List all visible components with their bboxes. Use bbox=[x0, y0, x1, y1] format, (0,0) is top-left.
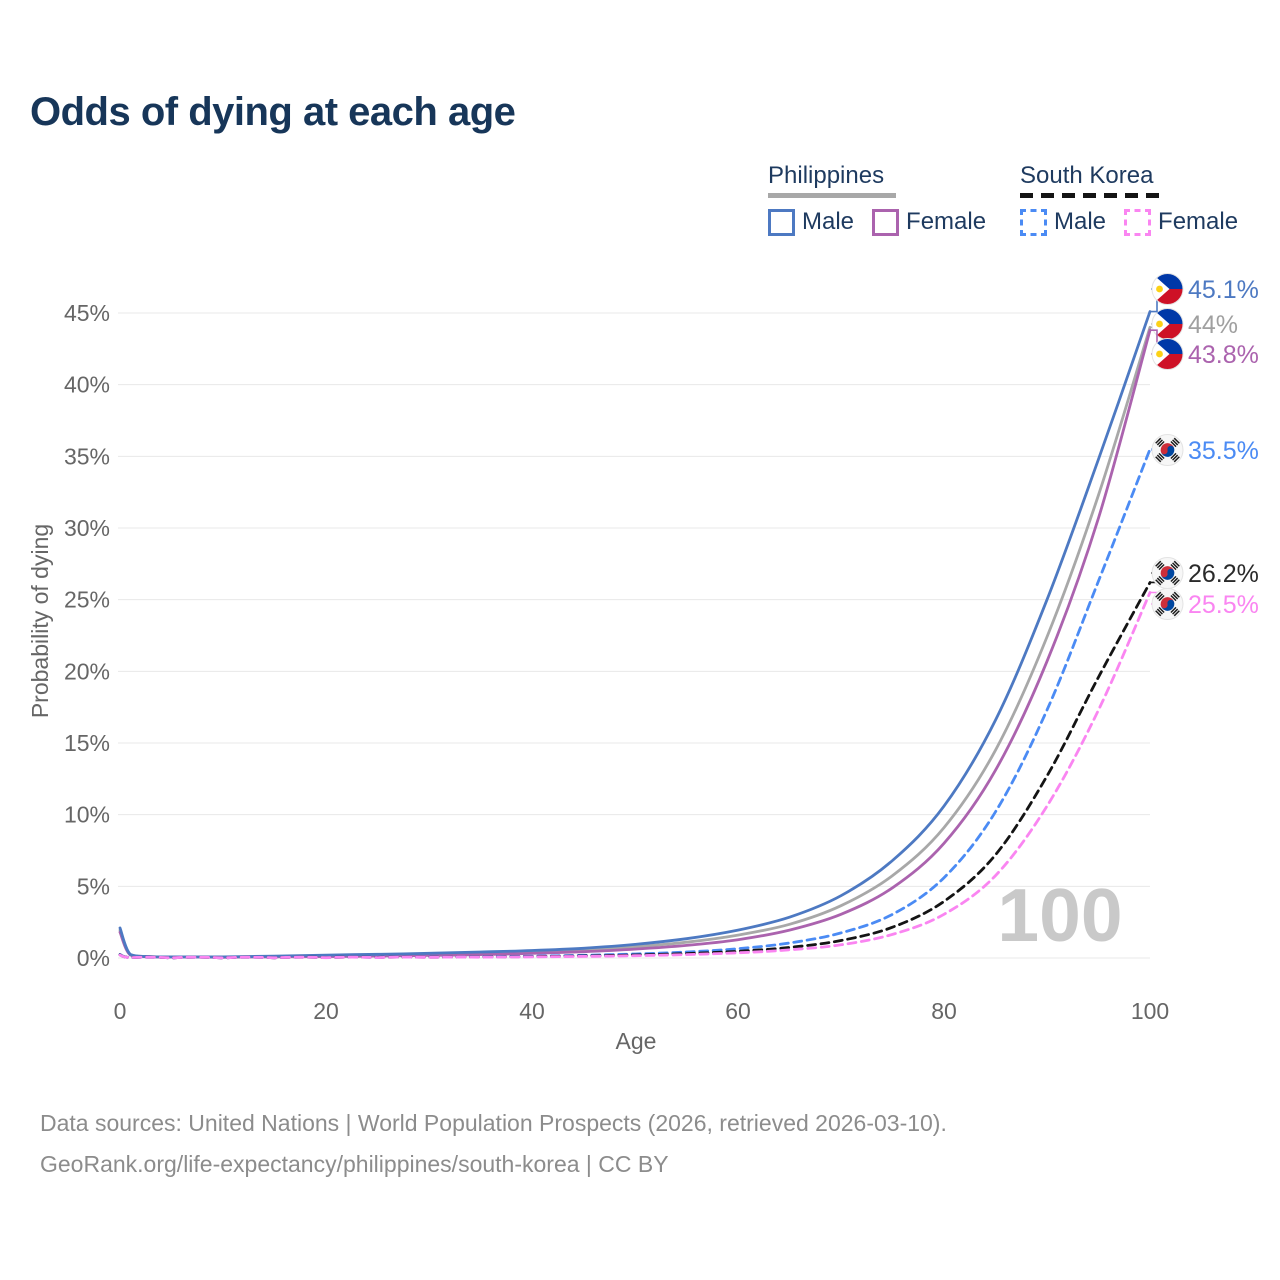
legend: Philippines Male Female South Korea Male bbox=[768, 162, 1238, 236]
data-sources-line: Data sources: United Nations | World Pop… bbox=[40, 1110, 947, 1136]
x-axis-title: Age bbox=[616, 1028, 657, 1054]
end-label-philippines-male: 45.1% bbox=[1188, 276, 1259, 304]
legend-items-south-korea: Male Female bbox=[1020, 208, 1238, 236]
legend-item-south-korea-male[interactable]: Male bbox=[1020, 208, 1106, 236]
flag-south-korea-all bbox=[1151, 557, 1184, 589]
line-south-korea-female bbox=[118, 591, 1152, 960]
line-philippines-all bbox=[118, 325, 1152, 959]
gridlines bbox=[118, 312, 1150, 959]
y-tick-label: 10% bbox=[64, 802, 110, 828]
y-tick-label: 25% bbox=[64, 587, 110, 613]
legend-country-south-korea: South Korea bbox=[1020, 162, 1154, 189]
x-tick-label: 60 bbox=[725, 998, 751, 1024]
south-korea-flag-icon bbox=[1151, 588, 1184, 620]
legend-item-philippines-female[interactable]: Female bbox=[872, 208, 986, 236]
legend-group-south-korea: South Korea Male Female bbox=[1020, 162, 1238, 236]
flag-south-korea-male bbox=[1151, 434, 1184, 466]
y-tick-label: 15% bbox=[64, 730, 110, 756]
end-annotations: 44%43.8% 45.1% 35.5% 26.2% 25.5% bbox=[1151, 273, 1259, 620]
line-philippines-female bbox=[118, 328, 1152, 959]
x-tick-label: 80 bbox=[931, 998, 957, 1024]
y-tick-label: 35% bbox=[64, 443, 110, 469]
series-lines bbox=[118, 310, 1152, 960]
south-korea-male-swatch-icon bbox=[1020, 208, 1047, 236]
philippines-flag-icon bbox=[1152, 338, 1183, 370]
flag-philippines-female bbox=[1151, 338, 1184, 370]
y-tick-label: 20% bbox=[64, 658, 110, 684]
flag-philippines-male bbox=[1151, 273, 1184, 305]
south-korea-female-swatch-icon bbox=[1124, 208, 1152, 236]
end-label-south-korea-all: 26.2% bbox=[1188, 560, 1259, 588]
x-axis-tick-labels: 0 20 40 60 80 100 bbox=[114, 998, 1170, 1024]
page-title: Odds of dying at each age bbox=[30, 90, 516, 134]
legend-label: Male bbox=[802, 208, 855, 235]
x-tick-label: 100 bbox=[1131, 998, 1169, 1024]
y-tick-label: 5% bbox=[77, 873, 110, 899]
legend-label: Male bbox=[1054, 208, 1107, 235]
y-axis-tick-labels: 0% 5% 10% 15% 20% 25% 30% 35% 40% 45% bbox=[64, 300, 110, 971]
line-philippines-male bbox=[118, 310, 1152, 959]
x-tick-label: 40 bbox=[519, 998, 545, 1024]
y-tick-label: 45% bbox=[64, 300, 110, 326]
end-label-philippines-female: 43.8% bbox=[1188, 341, 1259, 369]
south-korea-flag-icon bbox=[1151, 557, 1184, 589]
y-tick-label: 0% bbox=[77, 945, 110, 971]
flag-south-korea-female bbox=[1151, 588, 1184, 620]
south-korea-line-swatch bbox=[1020, 193, 1163, 198]
legend-items-philippines: Male Female bbox=[768, 208, 988, 236]
legend-group-philippines: Philippines Male Female bbox=[768, 162, 988, 236]
line-south-korea-male bbox=[118, 447, 1152, 960]
y-tick-label: 40% bbox=[64, 372, 110, 398]
philippines-flag-icon bbox=[1152, 273, 1183, 305]
attribution-line: GeoRank.org/life-expectancy/philippines/… bbox=[40, 1151, 669, 1177]
legend-label: Female bbox=[1158, 208, 1239, 235]
y-axis-title: Probability of dying bbox=[27, 524, 53, 718]
legend-item-south-korea-female[interactable]: Female bbox=[1124, 208, 1238, 236]
philippines-female-swatch-icon bbox=[872, 208, 900, 236]
y-tick-label: 30% bbox=[64, 515, 110, 541]
south-korea-flag-icon bbox=[1151, 434, 1184, 466]
philippines-male-swatch-icon bbox=[768, 208, 795, 236]
end-label-south-korea-female: 25.5% bbox=[1188, 591, 1259, 619]
x-tick-label: 0 bbox=[114, 998, 127, 1024]
philippines-line-swatch bbox=[768, 193, 896, 198]
legend-item-philippines-male[interactable]: Male bbox=[768, 208, 854, 236]
legend-label: Female bbox=[906, 208, 987, 235]
x-tick-label: 20 bbox=[313, 998, 339, 1024]
age-watermark: 100 bbox=[997, 873, 1122, 957]
end-label-south-korea-male: 35.5% bbox=[1188, 437, 1259, 465]
end-label-philippines-all: 44% bbox=[1188, 311, 1238, 339]
legend-country-philippines: Philippines bbox=[768, 162, 885, 189]
